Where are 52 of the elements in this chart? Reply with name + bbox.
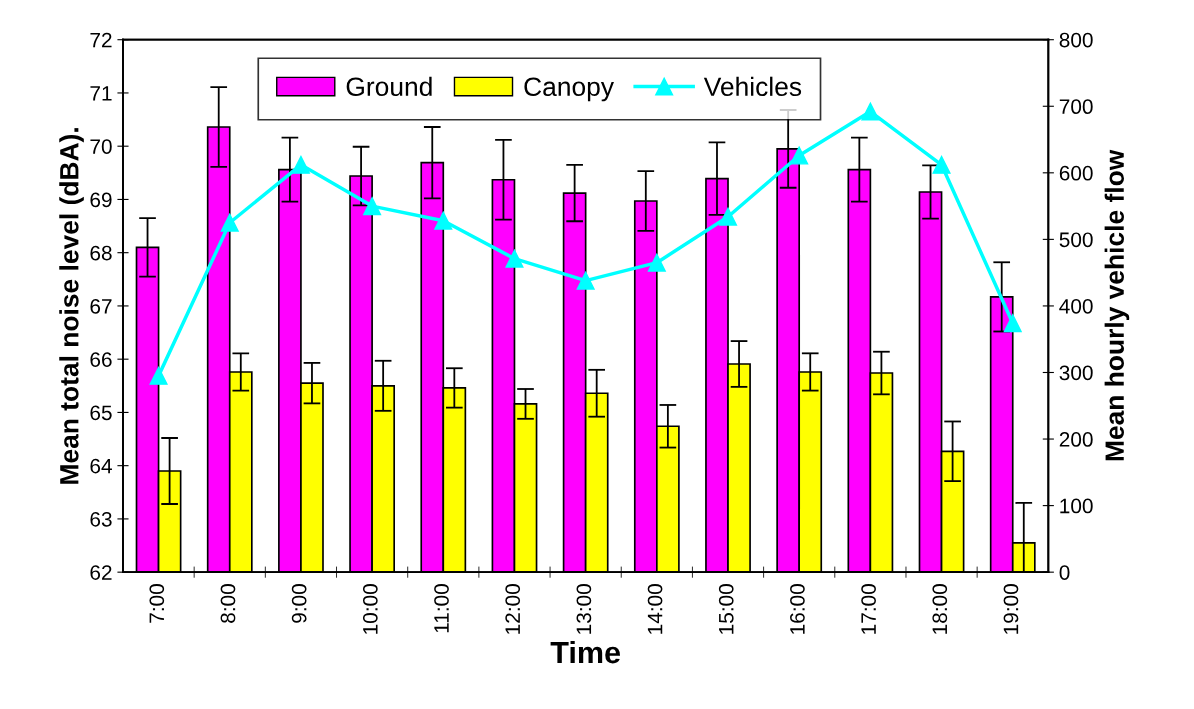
point <box>861 102 880 121</box>
y2-axis-title: Mean hourly vehicle flow <box>1104 149 1130 461</box>
y-tick-label: 67 <box>90 298 112 314</box>
y-tick-label: 64 <box>90 458 112 474</box>
point <box>291 155 310 174</box>
legend-label: Canopy <box>524 77 614 102</box>
x-tick-label: 7:00 <box>149 584 165 623</box>
point <box>220 213 239 232</box>
x-axis-title: Time <box>550 640 621 664</box>
y-tick-label: 70 <box>90 139 112 154</box>
point <box>363 197 382 216</box>
y-tick-label: 69 <box>90 192 112 208</box>
x-tick-label: 8:00 <box>220 584 236 623</box>
x-tick-label: 17:00 <box>861 584 876 634</box>
y2-tick-label: 500 <box>1059 232 1093 248</box>
y-tick-label: 72 <box>90 32 112 48</box>
y2-tick-label: 400 <box>1059 298 1093 314</box>
point <box>790 146 809 165</box>
x-tick-label: 15:00 <box>718 584 734 634</box>
y2-tick-label: 300 <box>1059 365 1093 381</box>
y2-tick-label: 0 <box>1059 565 1070 580</box>
x-tick-label: 14:00 <box>647 584 663 634</box>
x-tick-label: 19:00 <box>1003 584 1019 634</box>
y-axis-title: Mean total noise level (dBA). <box>59 128 84 484</box>
x-tick-label: 13:00 <box>576 584 592 634</box>
y2-tick-label: 600 <box>1059 165 1093 181</box>
point <box>149 366 168 385</box>
y-tick-label: 71 <box>90 86 112 101</box>
x-tick-label: 11:00 <box>434 584 449 633</box>
point <box>1003 314 1022 333</box>
x-tick-label: 12:00 <box>505 584 521 634</box>
legend-label: Ground <box>346 76 432 97</box>
x-tick-label: 16:00 <box>790 584 805 634</box>
x-tick-label: 9:00 <box>291 584 307 623</box>
y-tick-label: 63 <box>90 511 112 527</box>
point <box>647 253 666 272</box>
point <box>434 211 453 230</box>
x-tick-label: 18:00 <box>932 584 948 634</box>
point <box>718 207 738 226</box>
x-tick-label: 10:00 <box>362 584 378 634</box>
y2-tick-label: 700 <box>1059 99 1093 115</box>
y2-tick-label: 100 <box>1060 498 1093 514</box>
point <box>505 249 524 268</box>
legend-label: Vehicles <box>703 76 802 97</box>
y2-tick-label: 800 <box>1059 32 1093 48</box>
y-tick-label: 62 <box>90 565 112 580</box>
y-tick-label: 65 <box>90 405 112 421</box>
point <box>932 155 951 174</box>
y-tick-label: 66 <box>90 352 112 367</box>
y-tick-label: 68 <box>90 245 112 261</box>
y2-tick-label: 200 <box>1059 432 1093 447</box>
point <box>576 271 595 290</box>
